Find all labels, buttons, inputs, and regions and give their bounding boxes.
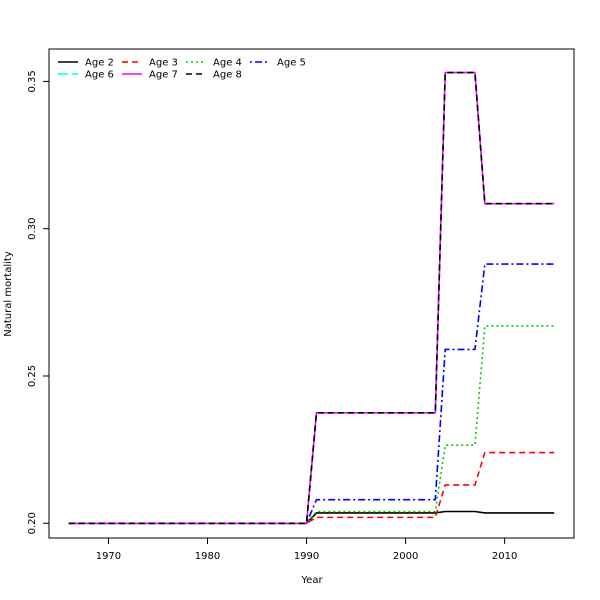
legend-label-age-8: Age 8	[213, 70, 242, 81]
y-tick-label-0: 0.20	[27, 512, 38, 534]
y-tick-label-2: 0.30	[27, 218, 38, 240]
x-tick-label-1980: 1980	[195, 551, 220, 562]
y-axis-title: Natural mortality	[3, 251, 14, 337]
x-tick-label-1970: 1970	[96, 551, 121, 562]
series-line-age-6	[68, 71, 555, 525]
x-tick-label-2010: 2010	[492, 551, 517, 562]
series-line-age-7	[68, 71, 555, 525]
y-axis: 0.20 0.25 0.30 0.35	[27, 70, 49, 534]
legend-label-age-2: Age 2	[85, 58, 114, 69]
legend: Age 2 Age 3 Age 4 Age 5 Age 6 Age 7 Age 8	[58, 58, 306, 81]
x-tick-label-2000: 2000	[393, 551, 418, 562]
series-line-age-8	[68, 71, 555, 525]
legend-label-age-3: Age 3	[149, 58, 178, 69]
y-tick-label-1: 0.25	[27, 365, 38, 387]
y-tick-label-3: 0.35	[27, 70, 38, 92]
series-layer	[68, 71, 555, 525]
series-line-age-5	[68, 263, 555, 525]
x-axis: 1970 1980 1990 2000 2010	[96, 538, 517, 562]
x-axis-title: Year	[300, 575, 323, 586]
legend-label-age-4: Age 4	[213, 58, 242, 69]
legend-label-age-6: Age 6	[85, 70, 114, 81]
legend-label-age-7: Age 7	[149, 70, 178, 81]
x-tick-label-1990: 1990	[294, 551, 319, 562]
legend-label-age-5: Age 5	[277, 58, 306, 69]
plot-frame	[48, 48, 575, 539]
series-line-age-4	[68, 325, 555, 525]
series-line-age-3	[68, 451, 555, 525]
